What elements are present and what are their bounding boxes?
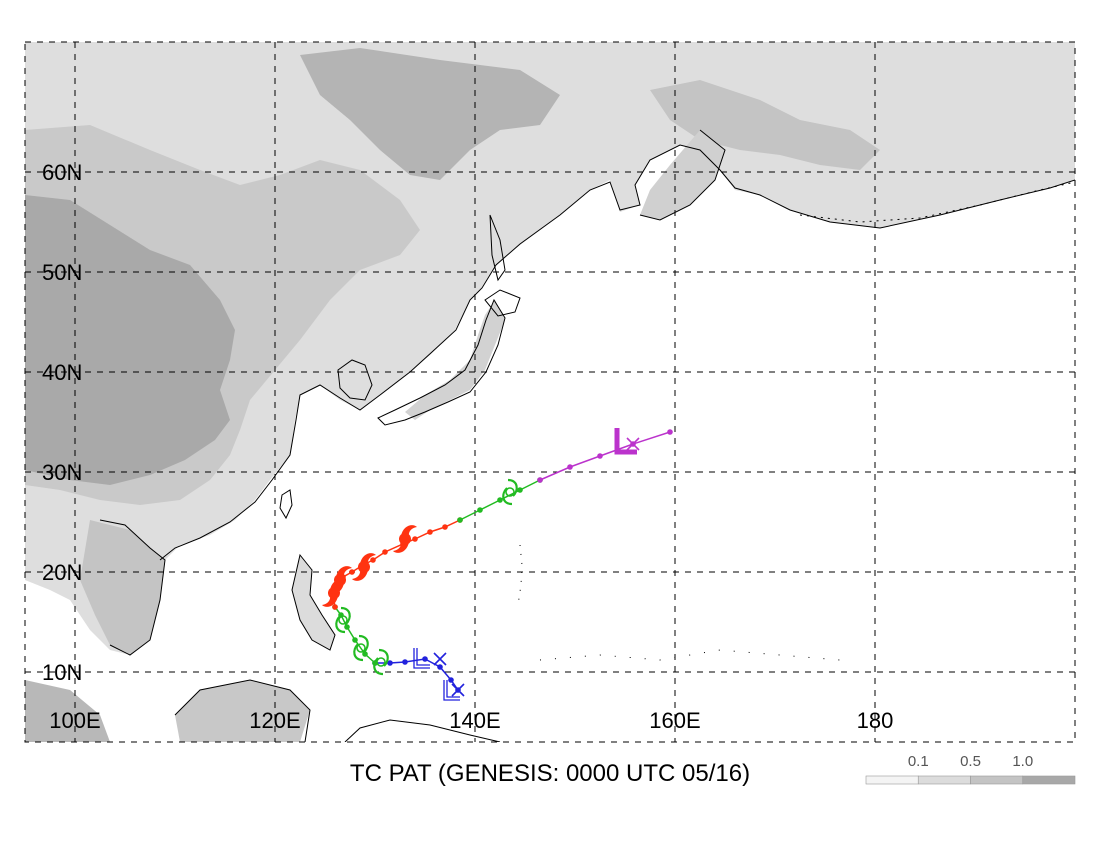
- tropical-storm-symbol: [373, 648, 389, 676]
- tropical-storm-symbol: [335, 606, 351, 634]
- lon-label: 100E: [49, 708, 100, 733]
- track-point: [442, 524, 448, 530]
- dissipation-x-mark: [626, 437, 640, 451]
- track-point: [362, 651, 368, 657]
- coastlines: [99, 129, 1075, 742]
- tc-track: [322, 428, 673, 701]
- tropical-storm-symbol: [353, 634, 369, 662]
- sakhalin-coast: [489, 214, 506, 282]
- track-point: [537, 477, 543, 483]
- borneo-coast: [174, 679, 311, 742]
- hokkaido-coast: [484, 289, 521, 317]
- lat-label: 20N: [42, 560, 82, 585]
- terrain-dark-north: [300, 48, 560, 180]
- track-point: [349, 569, 355, 575]
- japan-coast: [377, 298, 506, 426]
- map-title: TC PAT (GENESIS: 0000 UTC 05/16): [349, 760, 751, 787]
- taiwan-coast: [279, 489, 293, 520]
- track-point: [412, 536, 418, 542]
- latitude-labels: 10N 20N 30N 40N 50N 60N: [42, 160, 82, 685]
- pacific-islands: [539, 649, 841, 661]
- kamchatka-coast: [639, 129, 726, 221]
- track-point: [382, 549, 388, 555]
- lon-label: 180: [857, 708, 894, 733]
- east-asia-coast: [159, 144, 1075, 561]
- terrain-mid-north: [650, 80, 880, 170]
- legend-swatch: [970, 775, 1024, 785]
- track-point: [667, 429, 673, 435]
- low-pressure-symbol: [443, 680, 460, 701]
- track-point: [517, 487, 523, 493]
- track-point: [344, 624, 350, 630]
- philippines-terrain: [292, 555, 335, 650]
- longitude-labels: 100E 120E 140E 160E 180: [49, 708, 893, 733]
- track-point: [567, 464, 573, 470]
- terrain-dark: [25, 195, 235, 485]
- lat-label: 50N: [42, 260, 82, 285]
- probability-legend: 0.1 0.5 1.0: [865, 753, 1076, 785]
- track-point: [427, 529, 433, 535]
- track-point: [597, 453, 603, 459]
- track-point: [422, 656, 428, 662]
- track-point: [370, 557, 376, 563]
- typhoon-symbol: [352, 553, 376, 581]
- philippines-coast: [291, 553, 336, 651]
- japan-terrain: [405, 300, 505, 420]
- typhoon-symbol: [393, 525, 417, 553]
- kamchatka-terrain: [640, 130, 725, 220]
- dissipation-x-mark: [433, 652, 447, 666]
- track-point: [448, 677, 454, 683]
- lat-label: 30N: [42, 460, 82, 485]
- legend-label: 1.0: [1012, 753, 1033, 770]
- new-guinea-coast: [344, 719, 501, 742]
- track-point: [387, 660, 393, 666]
- track-point: [352, 637, 358, 643]
- track-point: [457, 517, 463, 523]
- korea-coast: [337, 359, 373, 401]
- aleutian-chain: [799, 181, 1075, 223]
- legend-label: 0.1: [908, 753, 929, 770]
- lon-label: 140E: [449, 708, 500, 733]
- lat-label: 40N: [42, 360, 82, 385]
- track-point: [497, 497, 503, 503]
- lon-label: 160E: [649, 708, 700, 733]
- lon-label: 120E: [249, 708, 300, 733]
- indochina-coast: [99, 519, 166, 656]
- tropical-storm-symbol: [502, 478, 518, 506]
- plot-frame: [24, 41, 1076, 743]
- track-point: [402, 659, 408, 665]
- lat-label: 60N: [42, 160, 82, 185]
- land-shading: [25, 42, 1075, 742]
- track-point: [437, 664, 443, 670]
- sumatra-terrain: [25, 680, 110, 742]
- legend-swatch: [1022, 775, 1076, 785]
- low-pressure-symbol: [413, 648, 430, 669]
- graticule: [25, 42, 1075, 742]
- indochina-terrain: [80, 520, 165, 655]
- track-point: [332, 604, 338, 610]
- dissipation-x-mark: [451, 683, 465, 697]
- legend-swatch: [917, 775, 971, 785]
- track-point: [477, 507, 483, 513]
- low-pressure-symbol: [614, 428, 637, 455]
- lat-label: 10N: [42, 660, 82, 685]
- legend-label: 0.5: [960, 753, 981, 770]
- borneo-terrain: [175, 680, 310, 742]
- typhoon-symbol: [328, 566, 352, 594]
